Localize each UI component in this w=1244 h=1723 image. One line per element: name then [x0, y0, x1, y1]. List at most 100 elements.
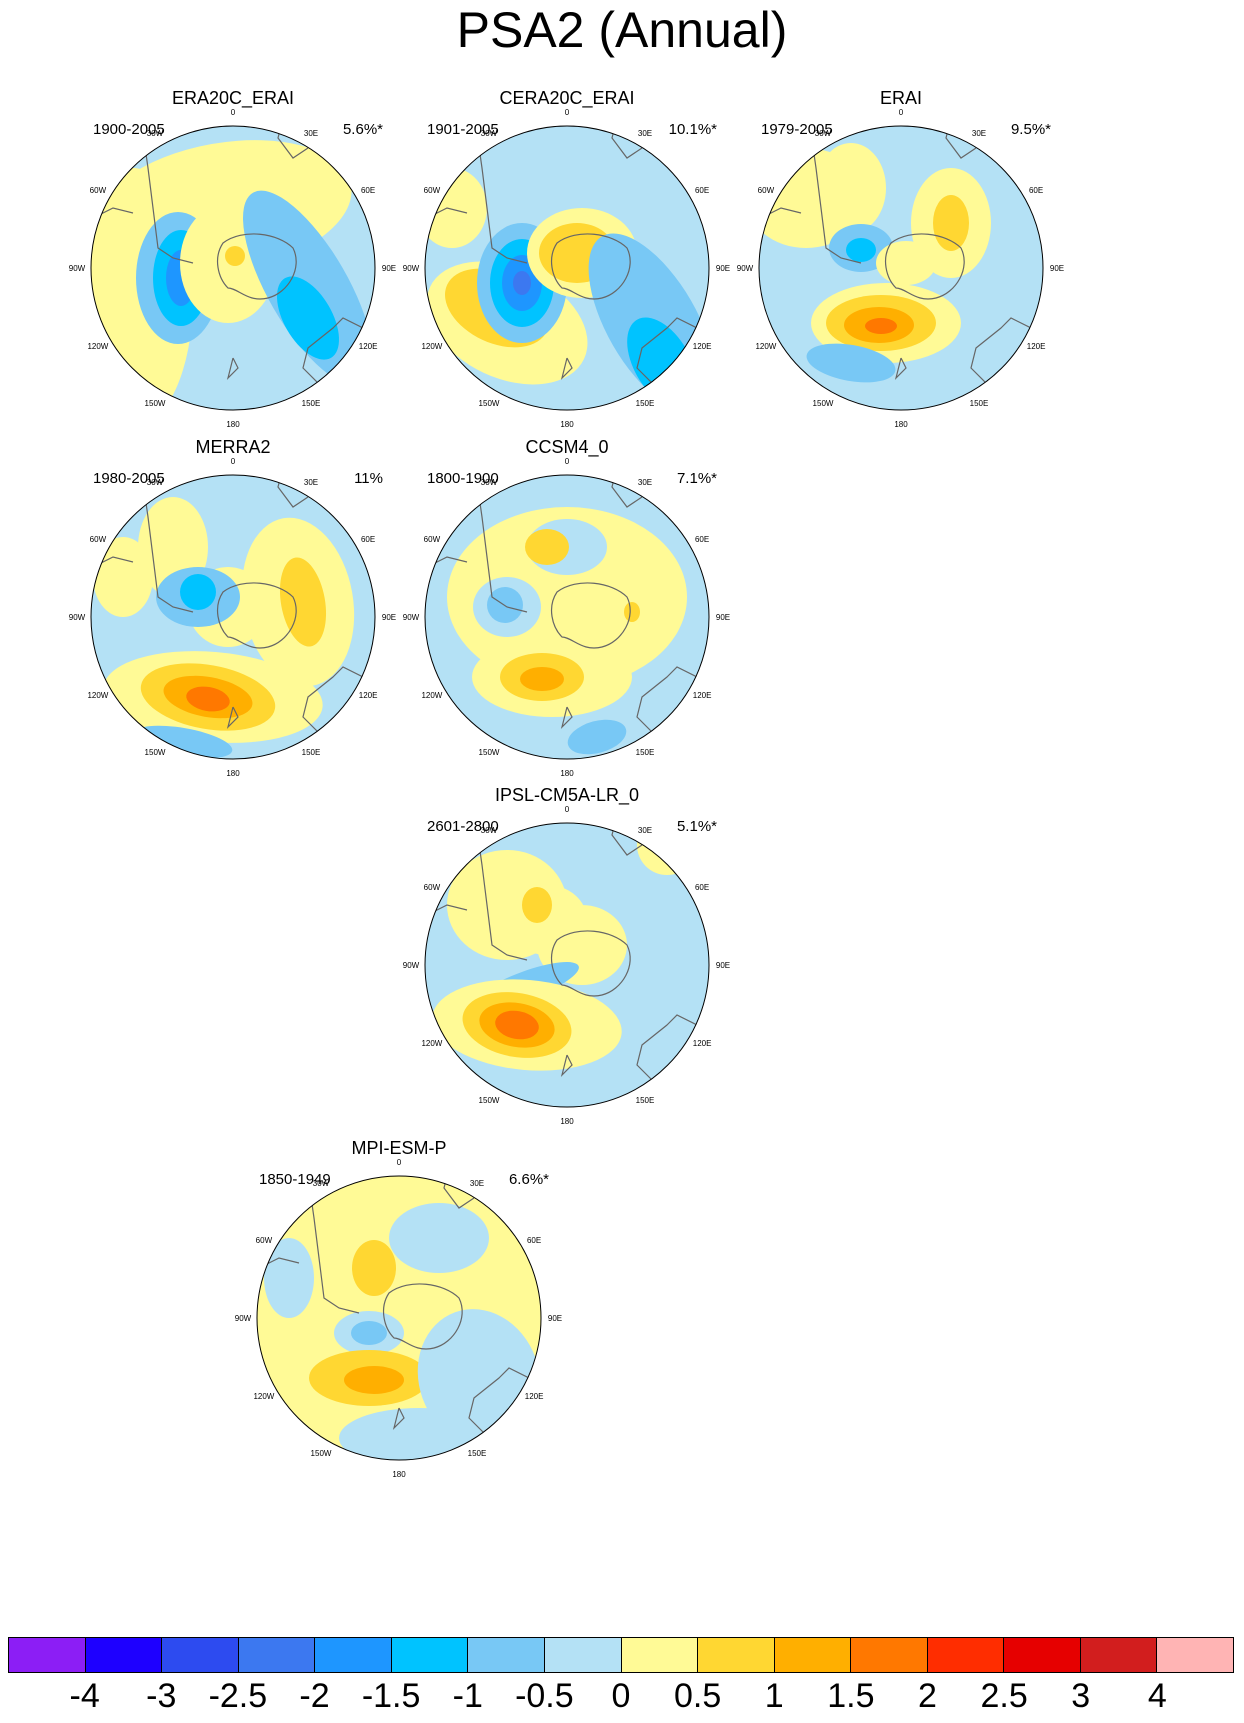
anomaly-contour	[846, 238, 876, 262]
longitude-label: 90W	[403, 961, 420, 970]
anomaly-contour	[816, 143, 886, 233]
panel-title: CERA20C_ERAI	[499, 88, 635, 108]
panel-variance: 7.1%*	[676, 470, 717, 487]
colorbar-labels: -4 -3 -2.5 -2 -1.5 -1 -0.5 0 0.5 1 1.5 2 2.5 3 4	[8, 1676, 1234, 1716]
longitude-label: 0	[565, 805, 570, 814]
panel-period: 1979-2005	[761, 121, 833, 138]
longitude-label: 180	[560, 420, 574, 429]
longitude-label: 180	[392, 1470, 406, 1479]
colorbar-swatch	[315, 1638, 392, 1672]
colorbar-label: -1.5	[361, 1677, 421, 1715]
colorbar-swatch	[1004, 1638, 1081, 1672]
longitude-label: 150W	[145, 748, 166, 757]
colorbar-label: 2.5	[980, 1677, 1028, 1715]
anomaly-contour	[876, 241, 936, 285]
coastline	[810, 132, 862, 264]
longitude-label: 150W	[479, 1096, 500, 1105]
longitude-label: 180	[894, 420, 908, 429]
map-panel: ERAI 1979-2005 9.5%* 0 30E 60E 90E 120E 150E 180 1…	[731, 88, 1071, 438]
anomaly-contour	[225, 246, 245, 266]
map-border	[758, 125, 1044, 411]
longitude-label: 90E	[382, 264, 396, 273]
coastline	[894, 357, 907, 380]
anomaly-contour	[513, 271, 531, 295]
colorbar-label: 3	[1071, 1677, 1091, 1715]
map-panel: ERA20C_ERAI 1900-2005 5.6%* 0 30E 60E 90E 120E 1…	[63, 88, 403, 438]
map-panel: IPSL-CM5A-LR_0 2601-2800 5.1%* 0 30E 60E 90E 12…	[397, 785, 737, 1135]
longitude-label: 0	[397, 1158, 402, 1167]
longitude-label: 120W	[87, 342, 108, 351]
panel-title: MERRA2	[195, 437, 271, 457]
longitude-label: 150E	[636, 748, 655, 757]
colorbar-swatch	[544, 1638, 622, 1672]
anomaly-contour	[865, 318, 897, 334]
coastline	[382, 1283, 463, 1350]
anomaly-contour	[567, 719, 627, 755]
longitude-label: 90W	[69, 264, 86, 273]
coastline	[142, 132, 194, 264]
longitude-label: 60W	[424, 535, 441, 544]
longitude-label: 150W	[311, 1449, 332, 1458]
polar-map: 0 30E 60E 90E 120E 150E 180 150W 120W 90W 60W 30W	[403, 457, 730, 778]
longitude-label: 180	[226, 420, 240, 429]
colorbar-swatch	[851, 1638, 928, 1672]
longitude-label: 150E	[636, 1096, 655, 1105]
coastline	[216, 233, 297, 300]
panel-title: ERAI	[879, 88, 922, 108]
colorbar-swatch	[927, 1638, 1005, 1672]
coastline	[550, 233, 631, 300]
longitude-label: 150W	[145, 399, 166, 408]
longitude-label: 150E	[970, 399, 989, 408]
anomaly-contour	[389, 1203, 489, 1273]
colorbar-label: -2.5	[208, 1677, 268, 1715]
longitude-label: 30E	[638, 129, 652, 138]
longitude-label: 150W	[813, 399, 834, 408]
map-border	[424, 125, 710, 411]
coastline	[392, 1407, 405, 1430]
longitude-label: 60E	[361, 535, 375, 544]
colorbar-label: 0	[611, 1677, 631, 1715]
longitude-label: 90W	[69, 613, 86, 622]
coastline	[560, 357, 573, 380]
anomaly-contour	[264, 1238, 314, 1318]
colorbar-swatch	[238, 1638, 316, 1672]
longitude-label: 90E	[716, 613, 730, 622]
longitude-label: 30W	[815, 129, 832, 138]
longitude-label: 60E	[695, 883, 709, 892]
anomaly-contour	[344, 1366, 404, 1394]
colorbar-label: -2	[299, 1677, 330, 1715]
longitude-label: 60E	[695, 535, 709, 544]
coastline	[476, 132, 528, 264]
longitude-label: 90E	[382, 613, 396, 622]
longitude-label: 120E	[525, 1392, 544, 1401]
anomaly-contour	[522, 887, 552, 923]
anomaly-contour	[520, 667, 564, 691]
colorbar-swatch	[1157, 1638, 1233, 1672]
panel-variance: 5.1%*	[676, 818, 717, 835]
longitude-label: 60W	[90, 186, 107, 195]
longitude-label: 30E	[638, 478, 652, 487]
longitude-label: 0	[899, 108, 904, 117]
coastline	[476, 481, 528, 613]
longitude-label: 30W	[147, 478, 164, 487]
polar-map: 0 30E 60E 90E 120E 150E 180 150W 120W 90W 60W 30W	[403, 108, 730, 429]
longitude-label: 150E	[468, 1449, 487, 1458]
colorbar-label: -4	[69, 1677, 100, 1715]
colorbar-label: -1	[452, 1677, 483, 1715]
longitude-label: 30W	[313, 1179, 330, 1188]
colorbar-swatch	[162, 1638, 239, 1672]
longitude-label: 120E	[359, 691, 378, 700]
longitude-label: 60E	[527, 1236, 541, 1245]
map-panel: CERA20C_ERAI 1901-2005 10.1%* 0 30E 60E 90E 120…	[397, 88, 737, 438]
colorbar-swatch	[9, 1638, 86, 1672]
panel-variance: 5.6%*	[342, 121, 383, 138]
longitude-label: 120W	[87, 691, 108, 700]
longitude-label: 60W	[256, 1236, 273, 1245]
anomaly-contour	[186, 686, 230, 712]
colorbar-swatch	[85, 1638, 163, 1672]
map-border	[256, 1175, 542, 1461]
longitude-label: 60E	[695, 186, 709, 195]
colorbar-label: 1.5	[827, 1677, 875, 1715]
anomaly-contour	[277, 276, 339, 360]
colorbar-label: -3	[146, 1677, 177, 1715]
